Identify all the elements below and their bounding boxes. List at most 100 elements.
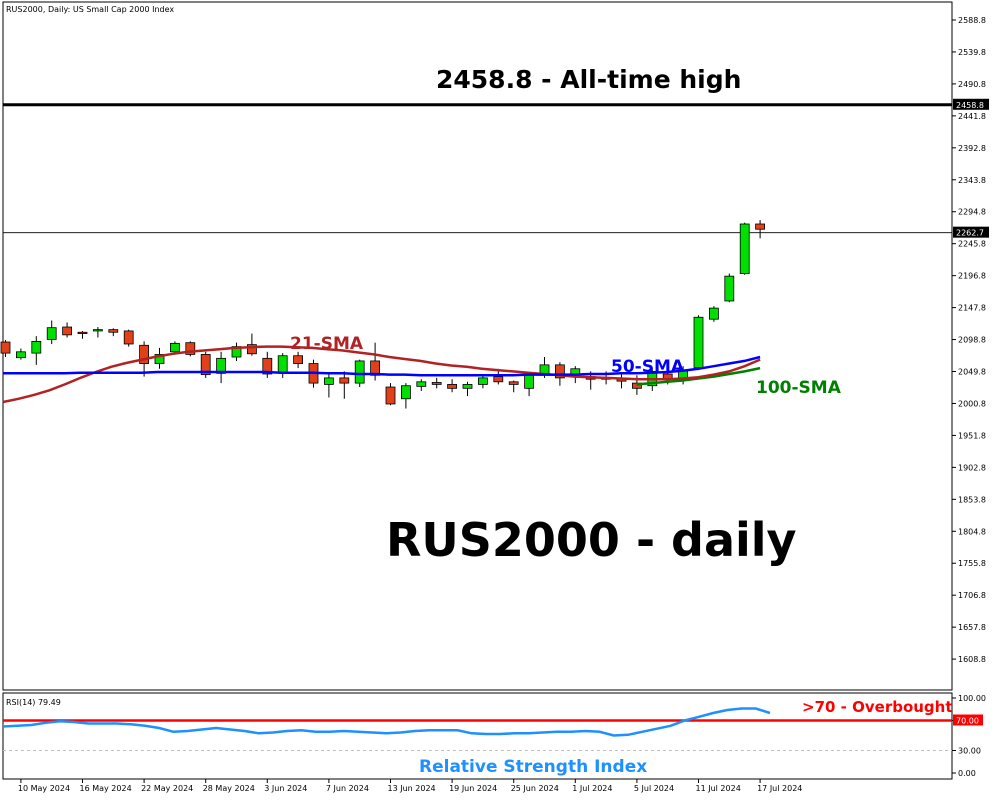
sma-21-label: 21-SMA bbox=[290, 334, 364, 354]
sma-50-label: 50-SMA bbox=[611, 357, 685, 377]
price-tick-label: 2343.8 bbox=[958, 176, 986, 185]
price-tick-label: 2049.8 bbox=[958, 368, 986, 377]
bearish-candle bbox=[555, 364, 565, 379]
price-tick-label: 2000.8 bbox=[958, 399, 986, 408]
time-tick-label: 16 May 2024 bbox=[80, 784, 132, 793]
price-tick-label: 1902.8 bbox=[958, 463, 986, 472]
rsi-tick-label: 70.00 bbox=[956, 717, 979, 726]
sma-50-line bbox=[3, 355, 761, 377]
time-tick-label: 22 May 2024 bbox=[141, 784, 193, 793]
rsi-axis-ticks: 100.00 70.00 30.00 0.00 bbox=[952, 694, 986, 778]
price-tick-label: 2490.8 bbox=[958, 80, 986, 89]
price-tick-label: 2441.8 bbox=[958, 112, 986, 121]
bearish-candle bbox=[431, 382, 442, 385]
time-tick-label: 28 May 2024 bbox=[203, 784, 255, 793]
time-tick-label: 1 Jul 2024 bbox=[572, 784, 612, 793]
price-tick-label: 1951.8 bbox=[958, 431, 986, 440]
price-tag-box bbox=[953, 226, 989, 238]
bearish-candle bbox=[447, 384, 458, 389]
bullish-candle bbox=[323, 377, 334, 385]
bullish-candle bbox=[524, 374, 534, 389]
price-tick-label: 2588.8 bbox=[958, 16, 986, 25]
rsi-70-tag-box bbox=[953, 714, 983, 726]
bullish-candle bbox=[462, 384, 473, 389]
bearish-candle bbox=[246, 344, 257, 355]
bearish-candle bbox=[755, 223, 765, 230]
time-axis: 10 May 2024 16 May 2024 22 May 2024 28 May … bbox=[18, 779, 802, 793]
bearish-candle bbox=[200, 354, 211, 376]
main-title: RUS2000, Daily: US Small Cap 2000 Index bbox=[6, 5, 174, 14]
price-tick-label: 2539.8 bbox=[958, 48, 986, 57]
rsi-tick-label: 30.00 bbox=[958, 747, 981, 756]
bullish-candle bbox=[216, 357, 227, 374]
bullish-candle bbox=[15, 351, 26, 359]
bullish-candle bbox=[277, 355, 288, 374]
bearish-candle bbox=[493, 376, 504, 383]
time-tick-label: 19 Jun 2024 bbox=[449, 784, 497, 793]
price-tick-label: 1755.8 bbox=[958, 559, 986, 568]
time-tick-label: 11 Jul 2024 bbox=[696, 784, 741, 793]
bearish-candle bbox=[62, 326, 72, 336]
price-tick-label: 2245.8 bbox=[958, 240, 986, 249]
bearish-candle bbox=[385, 386, 396, 405]
bullish-candle bbox=[154, 354, 165, 364]
bearish-candle bbox=[185, 342, 196, 355]
price-tick-label: 1657.8 bbox=[958, 623, 986, 632]
price-tick-label: 1853.8 bbox=[958, 495, 986, 504]
time-tick-label: 17 Jul 2024 bbox=[757, 784, 802, 793]
bullish-candle bbox=[169, 342, 180, 353]
bullish-candle bbox=[724, 275, 735, 302]
time-tick-label: 5 Jul 2024 bbox=[634, 784, 674, 793]
price-tag-label: 2262.7 bbox=[956, 229, 984, 238]
sma-21-line bbox=[2, 345, 761, 404]
bearish-candle bbox=[123, 330, 134, 345]
price-tag-label: 2458.8 bbox=[956, 101, 984, 110]
price-axis-ticks: 2588.8 2539.8 2490.8 2441.8 2392.8 2343.8 2294… bbox=[952, 16, 986, 664]
bullish-candle bbox=[354, 360, 365, 384]
price-tick-label: 2294.8 bbox=[958, 208, 986, 217]
bullish-candle bbox=[477, 377, 488, 385]
time-tick-label: 7 Jun 2024 bbox=[326, 784, 369, 793]
price-tick-label: 1706.8 bbox=[958, 591, 986, 600]
bearish-candle bbox=[339, 377, 350, 384]
price-tick-label: 2392.8 bbox=[958, 144, 986, 153]
rsi-name-label: Relative Strength Index bbox=[419, 757, 647, 777]
all-time-high-label: 2458.8 - All-time high bbox=[436, 65, 741, 94]
price-tags: 2458.8 2262.7 bbox=[953, 98, 989, 238]
time-tick-label: 13 Jun 2024 bbox=[388, 784, 436, 793]
sma-100-label: 100-SMA bbox=[756, 378, 842, 398]
rsi-tick-label: 0.00 bbox=[958, 769, 976, 778]
price-tick-label: 2147.8 bbox=[958, 304, 986, 313]
bearish-candle bbox=[139, 344, 150, 364]
main-plot-frame bbox=[2, 1, 953, 691]
price-tick-label: 1608.8 bbox=[958, 655, 986, 664]
bearish-candle bbox=[293, 355, 304, 364]
bearish-candle bbox=[108, 329, 119, 333]
overbought-label: >70 - Overbought bbox=[802, 698, 953, 716]
sma-100-line bbox=[636, 366, 761, 386]
bullish-candle bbox=[46, 327, 57, 340]
bullish-candle bbox=[93, 329, 103, 332]
chart-big-title: RUS2000 - daily bbox=[386, 513, 797, 567]
price-tick-label: 1804.8 bbox=[958, 527, 986, 536]
bearish-candle bbox=[508, 381, 519, 385]
bearish-candle bbox=[262, 357, 273, 375]
price-tag-box bbox=[953, 98, 989, 110]
rsi-plot-frame bbox=[2, 692, 953, 780]
rsi-line bbox=[2, 707, 771, 737]
bullish-candle bbox=[693, 316, 704, 368]
time-tick-label: 25 Jun 2024 bbox=[511, 784, 559, 793]
time-tick-label: 3 Jun 2024 bbox=[264, 784, 307, 793]
rsi-title: RSI(14) 79.49 bbox=[6, 698, 61, 707]
bullish-candle bbox=[31, 340, 42, 354]
bullish-candle bbox=[709, 307, 719, 320]
candles-group bbox=[0, 220, 765, 409]
bearish-candle bbox=[0, 341, 11, 354]
price-tick-label: 2196.8 bbox=[958, 272, 986, 281]
price-tick-label: 2098.8 bbox=[958, 336, 986, 345]
time-tick-label: 10 May 2024 bbox=[18, 784, 70, 793]
rsi-tick-label: 100.00 bbox=[958, 694, 986, 703]
bullish-candle bbox=[739, 223, 750, 274]
bullish-candle bbox=[400, 385, 411, 400]
